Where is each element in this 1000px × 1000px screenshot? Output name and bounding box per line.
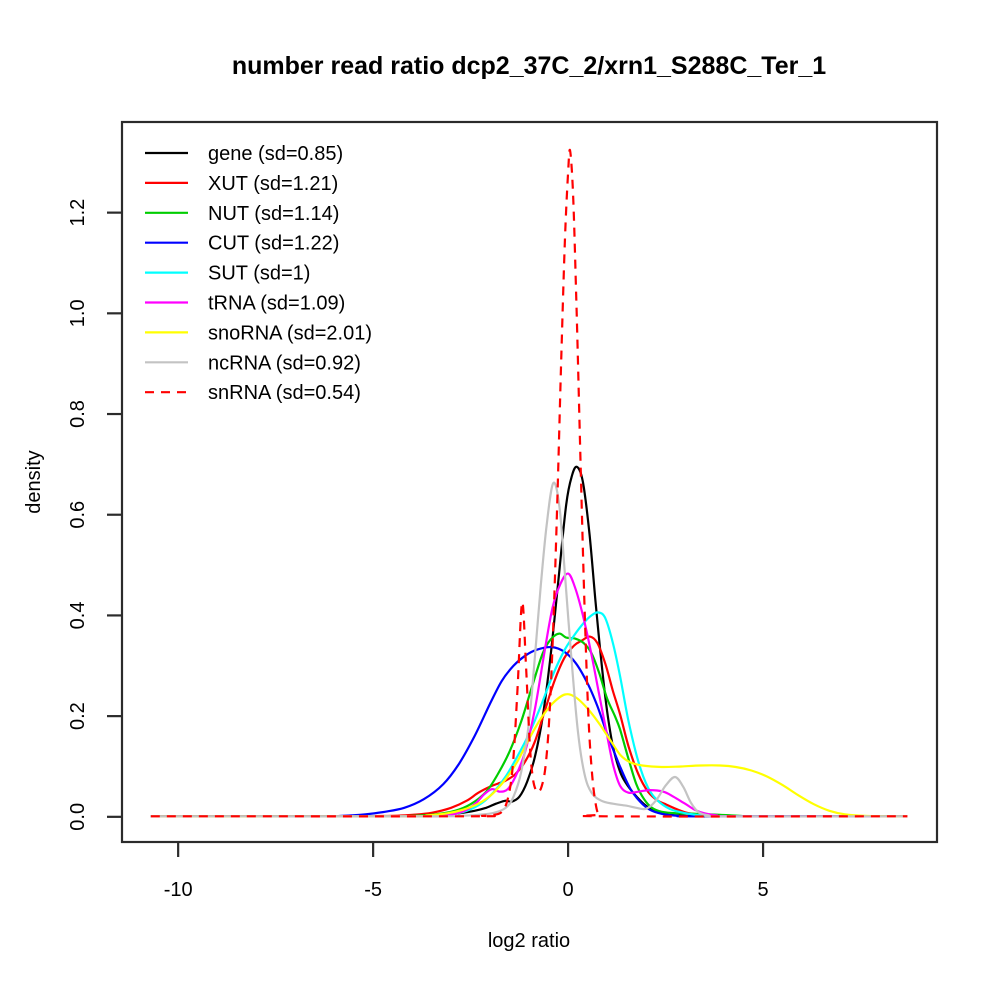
series-line-XUT (150, 635, 908, 818)
x-tick-label-0: -10 (164, 879, 193, 901)
series-line-snRNA (150, 148, 908, 818)
legend-item-NUT: NUT (sd=1.14) (145, 203, 339, 225)
legend-item-gene: gene (sd=0.85) (145, 143, 343, 165)
y-tick-label-1: 0.2 (67, 702, 89, 730)
chart-title: number read ratio dcp2_37C_2/xrn1_S288C_… (232, 52, 826, 80)
legend-item-CUT: CUT (sd=1.22) (145, 233, 339, 255)
series-line-ncRNA (150, 481, 908, 818)
y-tick-label-6: 1.2 (67, 199, 89, 227)
x-tick-label-1: -5 (364, 879, 382, 901)
legend-label-NUT: NUT (sd=1.14) (208, 203, 339, 225)
legend-label-gene: gene (sd=0.85) (208, 143, 343, 165)
plot-area (150, 148, 908, 818)
series-line-CUT (150, 645, 908, 818)
legend-label-ncRNA: ncRNA (sd=0.92) (208, 352, 361, 374)
legend-item-snRNA: snRNA (sd=0.54) (145, 382, 361, 404)
y-tick-label-5: 1.0 (67, 299, 89, 327)
legend-item-snoRNA: snoRNA (sd=2.01) (145, 322, 372, 344)
legend-label-tRNA: tRNA (sd=1.09) (208, 293, 345, 315)
x-tick-label-2: 0 (563, 879, 574, 901)
series-line-tRNA (150, 572, 908, 818)
legend-label-SUT: SUT (sd=1) (208, 263, 310, 285)
y-tick-label-3: 0.6 (67, 501, 89, 529)
legend-label-CUT: CUT (sd=1.22) (208, 233, 339, 255)
legend-label-snoRNA: snoRNA (sd=2.01) (208, 322, 372, 344)
legend-item-XUT: XUT (sd=1.21) (145, 173, 338, 195)
series-line-SUT (150, 611, 908, 818)
plot-border (120, 120, 939, 844)
legend-item-ncRNA: ncRNA (sd=0.92) (145, 352, 361, 374)
legend-item-SUT: SUT (sd=1) (145, 263, 310, 285)
legend-label-snRNA: snRNA (sd=0.54) (208, 382, 361, 404)
legend: gene (sd=0.85) XUT (sd=1.21) NUT (sd=1.14)… (145, 143, 372, 404)
legend-item-tRNA: tRNA (sd=1.09) (145, 293, 345, 315)
y-tick-label-4: 0.8 (67, 400, 89, 428)
y-axis-label: density (23, 450, 45, 513)
y-tick-label-0: 0.0 (67, 803, 89, 831)
series-line-gene (150, 465, 908, 818)
legend-label-XUT: XUT (sd=1.21) (208, 173, 338, 195)
x-tick-label-3: 5 (758, 879, 769, 901)
y-tick-label-2: 0.4 (67, 602, 89, 630)
series-line-NUT (150, 632, 908, 818)
series-line-snoRNA (150, 693, 908, 818)
x-axis-label: log2 ratio (488, 930, 570, 952)
axes: -10 -5 0 5 0.0 0.2 0.4 0.6 0.8 1.0 1.2 (67, 120, 939, 901)
